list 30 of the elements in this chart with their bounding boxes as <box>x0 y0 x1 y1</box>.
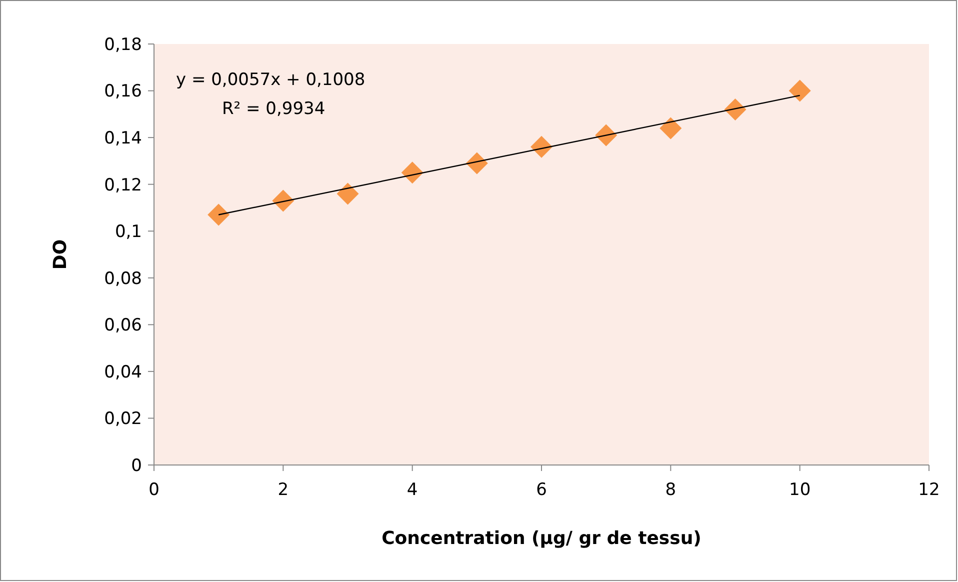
point <box>724 98 746 120</box>
y-tick-label: 0,08 <box>104 268 142 289</box>
y-axis-title: DO <box>50 239 71 270</box>
y-tick-label: 0,04 <box>104 362 142 382</box>
y-tick-label: 0,02 <box>104 409 142 430</box>
point <box>401 162 424 184</box>
x-tick-label: 12 <box>918 480 940 500</box>
point <box>208 204 230 226</box>
x-axis-title: Concentration (µg/ gr de tessu) <box>382 528 702 549</box>
y-tick-label: 0,12 <box>104 175 142 196</box>
annotation: R² = 0,9934 <box>222 99 326 119</box>
point <box>595 124 618 146</box>
y-tick-label: 0,1 <box>114 222 142 242</box>
y-tick-label: 0,06 <box>104 316 142 336</box>
y-tick-label: 0,16 <box>104 82 142 102</box>
y-tick-label: 0,14 <box>104 128 142 149</box>
y-tick-label: 0,18 <box>104 34 142 55</box>
y-tick-label: 0 <box>131 456 142 476</box>
annotation: y = 0,0057x + 0,1008 <box>176 70 366 90</box>
point <box>788 80 811 102</box>
x-tick-label: 8 <box>665 480 676 500</box>
point <box>466 152 488 174</box>
x-tick-label: 10 <box>789 480 811 500</box>
point <box>272 190 294 212</box>
point <box>660 117 682 140</box>
x-tick-label: 4 <box>406 480 418 500</box>
x-tick-label: 2 <box>278 480 289 500</box>
x-tick-label: 6 <box>536 480 547 500</box>
x-tick-label: 0 <box>148 480 160 500</box>
point <box>336 182 359 205</box>
